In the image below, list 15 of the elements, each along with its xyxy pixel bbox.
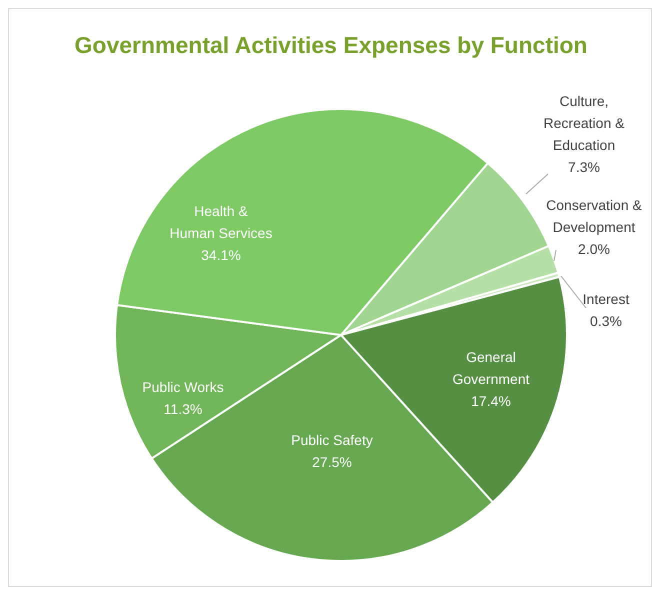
chart-title: Governmental Activities Expenses by Function bbox=[74, 32, 588, 58]
slice-label: Interest bbox=[582, 291, 630, 307]
data-label: 27.5% bbox=[312, 454, 352, 470]
slice-label: Culture, Recreation & Education bbox=[544, 93, 626, 153]
slice-label: Public Works bbox=[142, 379, 224, 395]
data-label: 34.1% bbox=[201, 247, 241, 263]
slice-label: General Government bbox=[452, 349, 530, 387]
data-label: 2.0% bbox=[578, 241, 610, 257]
data-label: 17.4% bbox=[471, 393, 511, 409]
data-label: 0.3% bbox=[590, 313, 622, 329]
data-label: 7.3% bbox=[568, 159, 600, 175]
slice-label: Conservation & Development bbox=[546, 197, 643, 235]
slice-label: Health & Human Services bbox=[170, 203, 272, 241]
slice-label: Public Safety bbox=[291, 432, 373, 448]
data-label: 11.3% bbox=[164, 401, 202, 417]
